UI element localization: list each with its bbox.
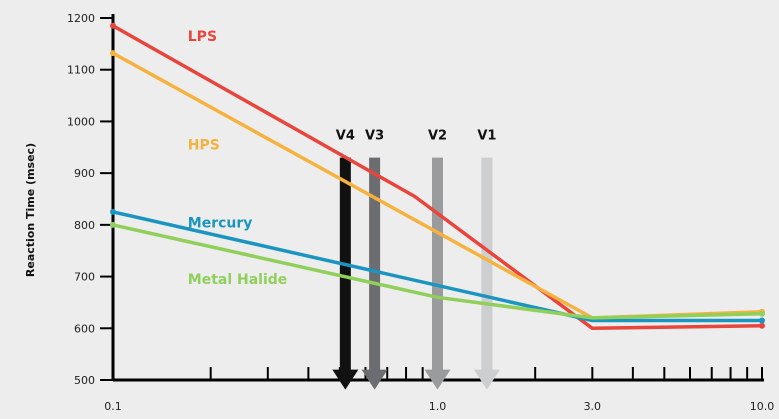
x-tick-label: 1.0 (429, 400, 447, 413)
x-tick-label: 0.1 (104, 400, 122, 413)
arrow-v4 (332, 157, 359, 390)
arrow-label-v4: V4 (336, 128, 355, 143)
series-marker-lps (110, 22, 116, 29)
series-marker-mercury (759, 317, 765, 324)
series-label-lps: LPS (188, 29, 217, 45)
y-tick-label: 800 (74, 219, 95, 232)
arrow-label-v3: V3 (365, 128, 384, 143)
series-line-lps (112, 24, 763, 331)
series-lines (110, 22, 765, 331)
series-marker-metal-halide (110, 221, 116, 228)
y-tick-label: 1100 (67, 64, 95, 77)
arrow-v3 (361, 157, 388, 390)
y-axis-title: Reaction Time (msec) (24, 143, 37, 277)
series-line-mercury (112, 210, 762, 323)
arrow-v2 (424, 157, 451, 390)
series-marker-metal-halide (759, 310, 765, 317)
x-tick-label: 3.0 (584, 400, 602, 413)
y-tick-label: 500 (74, 374, 95, 387)
y-tick-label: 600 (74, 322, 95, 335)
x-tick-label: 10.0 (750, 400, 775, 413)
arrow-label-v1: V1 (477, 128, 496, 143)
tick-group: 500 600 700 800 900 1000 1100 1200 0.1 1.0 3.0 10.0 (67, 12, 774, 413)
y-tick-label: 1000 (67, 115, 95, 128)
y-tick-label: 700 (74, 271, 95, 284)
series-label-metal-halide: Metal Halide (188, 272, 288, 288)
series-label-hps: HPS (188, 138, 220, 154)
series-marker-hps (110, 50, 116, 57)
arrow-label-v2: V2 (428, 128, 447, 143)
series-marker-lps (759, 322, 765, 329)
series-line-metal-halide (112, 223, 763, 320)
series-marker-mercury (110, 208, 116, 215)
y-tick-label: 900 (74, 167, 95, 180)
label-group: LPS HPS Mercury Metal Halide (188, 29, 288, 288)
arrow-v1 (473, 157, 500, 390)
arrow-group: V4 V3 V2 V1 (332, 128, 500, 390)
series-label-mercury: Mercury (188, 215, 253, 231)
y-tick-label: 1200 (67, 12, 95, 25)
